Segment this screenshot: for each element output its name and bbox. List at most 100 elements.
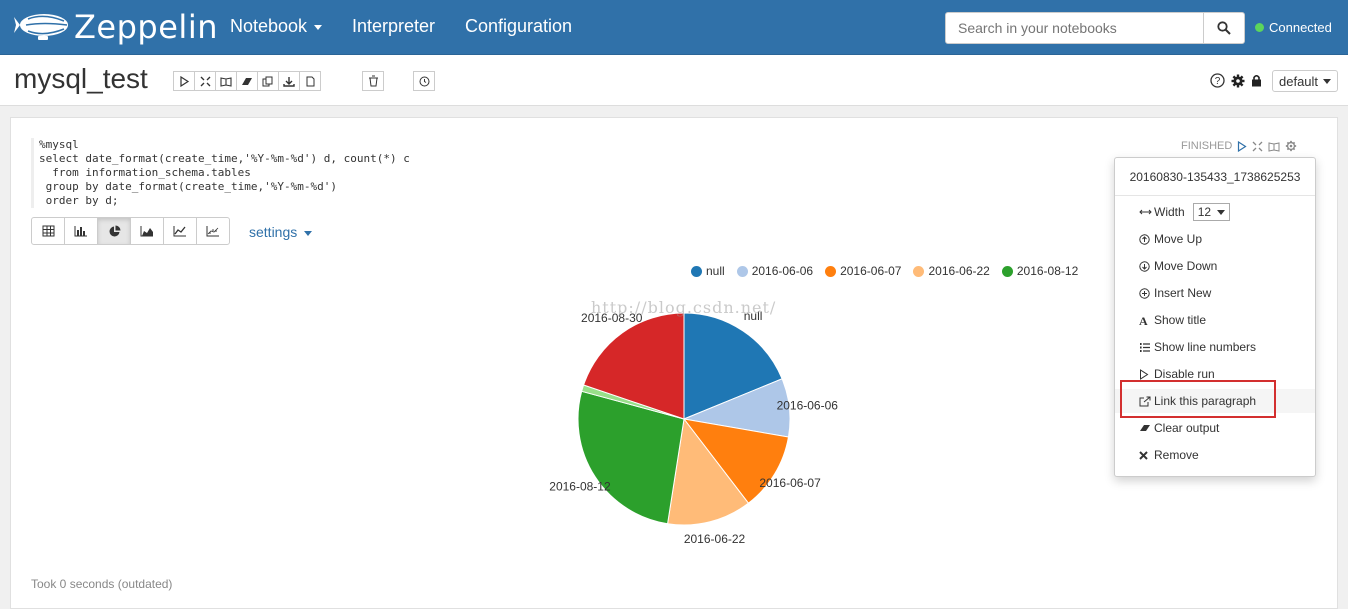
legend-item[interactable]: 2016-06-22 bbox=[913, 264, 990, 278]
legend-label: null bbox=[706, 264, 725, 278]
menu-item-insert-new[interactable]: Insert New bbox=[1115, 281, 1315, 305]
menu-item-move-down[interactable]: Move Down bbox=[1115, 254, 1315, 278]
legend-item[interactable]: 2016-06-06 bbox=[736, 264, 813, 278]
run-paragraph-play-icon[interactable] bbox=[1237, 140, 1247, 152]
menu-label[interactable]: Disable run bbox=[1154, 367, 1215, 381]
schedule-button[interactable] bbox=[413, 71, 435, 91]
show-hide-output-button[interactable] bbox=[215, 71, 237, 91]
clear-output-button[interactable] bbox=[236, 71, 258, 91]
svg-text:?: ? bbox=[1215, 76, 1221, 87]
legend-label: 2016-06-22 bbox=[928, 264, 990, 278]
version-control-button[interactable] bbox=[299, 71, 321, 91]
legend-label: 2016-06-07 bbox=[840, 264, 902, 278]
remove-notebook-button[interactable] bbox=[362, 71, 384, 91]
pie-slice[interactable] bbox=[577, 390, 685, 525]
eraser-icon bbox=[1139, 423, 1153, 433]
zeppelin-airship-icon bbox=[14, 14, 68, 40]
nav-configuration[interactable]: Configuration bbox=[465, 16, 573, 36]
table-view-button[interactable] bbox=[31, 217, 65, 245]
search-input[interactable] bbox=[946, 13, 1204, 43]
area-chart-button[interactable] bbox=[130, 217, 164, 245]
book-icon bbox=[220, 76, 232, 87]
chart-settings-toggle[interactable]: settings bbox=[249, 224, 313, 240]
scatter-chart-button[interactable] bbox=[196, 217, 230, 245]
pie-slice[interactable] bbox=[582, 312, 685, 420]
line-chart-button[interactable] bbox=[163, 217, 197, 245]
pie-slice[interactable] bbox=[667, 417, 750, 526]
list-numbered-icon bbox=[1139, 342, 1153, 353]
export-notebook-button[interactable] bbox=[278, 71, 300, 91]
collapse-editor-icon[interactable] bbox=[1252, 141, 1263, 152]
chevron-down-icon bbox=[1217, 209, 1226, 215]
schedule-group bbox=[413, 71, 435, 91]
code-editor[interactable]: %mysql select date_format(create_time,'%… bbox=[31, 138, 410, 208]
menu-item-move-up[interactable]: Move Up bbox=[1115, 227, 1315, 251]
width-value[interactable]: 12 bbox=[1197, 205, 1212, 219]
lock-icon[interactable] bbox=[1251, 74, 1262, 87]
pie-slice[interactable] bbox=[683, 312, 783, 420]
connection-status: Connected bbox=[1255, 20, 1332, 35]
nav-notebook-label[interactable]: Notebook bbox=[230, 16, 308, 36]
menu-label[interactable]: Move Up bbox=[1154, 232, 1203, 246]
nav-interpreter[interactable]: Interpreter bbox=[352, 16, 436, 36]
legend-item[interactable]: 2016-06-07 bbox=[825, 264, 901, 278]
interpreter-default-dropdown[interactable]: default bbox=[1272, 70, 1339, 92]
menu-label[interactable]: Clear output bbox=[1154, 421, 1220, 435]
pie-slice-label: 2016-06-06 bbox=[777, 399, 839, 413]
legend-dot-icon bbox=[825, 265, 837, 277]
menu-label[interactable]: Show title bbox=[1154, 313, 1207, 327]
menu-item-disable-run[interactable]: Disable run bbox=[1115, 362, 1315, 386]
legend-item[interactable]: 2016-08-12 bbox=[1001, 264, 1079, 278]
legend-item[interactable]: null bbox=[691, 264, 725, 278]
legend-label: 2016-08-12 bbox=[1016, 264, 1079, 278]
search-box bbox=[945, 12, 1245, 44]
toggle-output-book-icon[interactable] bbox=[1268, 141, 1280, 152]
bar-chart-button[interactable] bbox=[64, 217, 98, 245]
file-icon bbox=[306, 76, 314, 86]
nav-notebook-menu[interactable]: Notebook bbox=[230, 16, 323, 37]
menu-item-show-title[interactable]: A Show title bbox=[1115, 308, 1315, 332]
arrows-horizontal-icon bbox=[1139, 208, 1153, 216]
run-all-button[interactable] bbox=[173, 71, 195, 91]
paragraph-status: FINISHED bbox=[1181, 140, 1233, 152]
plus-circle-icon bbox=[1139, 287, 1153, 299]
menu-item-show-line-numbers[interactable]: Show line numbers bbox=[1115, 335, 1315, 359]
menu-label[interactable]: Move Down bbox=[1154, 259, 1218, 273]
play-icon bbox=[1139, 368, 1153, 380]
svg-text:A: A bbox=[1139, 315, 1148, 326]
brand-name[interactable]: Zeppelin bbox=[74, 8, 218, 46]
notebook-action-group bbox=[173, 71, 321, 91]
pie-slice-label: 2016-08-30 bbox=[581, 311, 643, 325]
header-right-icons: ? bbox=[1210, 73, 1268, 88]
settings-label[interactable]: settings bbox=[249, 224, 298, 240]
paragraph-status-bar: FINISHED bbox=[1181, 140, 1297, 152]
menu-item-link-paragraph[interactable]: Link this paragraph bbox=[1115, 389, 1315, 413]
pie-slice-label: 2016-06-07 bbox=[759, 476, 821, 490]
menu-label[interactable]: Insert New bbox=[1154, 286, 1212, 300]
visualization-toolbar bbox=[31, 217, 230, 245]
zeppelin-logo[interactable]: Zeppelin bbox=[14, 6, 218, 48]
pie-slice-label: 2016-06-22 bbox=[684, 532, 746, 546]
default-label[interactable]: default bbox=[1279, 73, 1319, 89]
menu-label[interactable]: Remove bbox=[1154, 448, 1199, 462]
width-select[interactable]: 12 bbox=[1192, 203, 1231, 221]
show-hide-code-button[interactable] bbox=[194, 71, 216, 91]
pie-chart-button[interactable] bbox=[97, 217, 131, 245]
arrow-down-circle-icon bbox=[1139, 260, 1153, 272]
menu-label[interactable]: Show line numbers bbox=[1154, 340, 1257, 354]
clone-notebook-button[interactable] bbox=[257, 71, 279, 91]
menu-item-clear-output[interactable]: Clear output bbox=[1115, 416, 1315, 440]
play-icon bbox=[179, 75, 189, 87]
pie-chart-icon bbox=[109, 225, 120, 236]
menu-label[interactable]: Link this paragraph bbox=[1154, 394, 1257, 408]
copy-icon bbox=[262, 76, 273, 86]
gear-icon[interactable] bbox=[1231, 74, 1245, 88]
menu-item-remove[interactable]: Remove bbox=[1115, 443, 1315, 467]
pie-slice[interactable] bbox=[682, 418, 790, 504]
help-icon[interactable]: ? bbox=[1210, 73, 1225, 88]
pie-slice-label: null bbox=[744, 309, 763, 323]
notebook-title[interactable]: mysql_test bbox=[14, 63, 148, 94]
legend-dot-icon bbox=[691, 265, 702, 277]
search-button[interactable] bbox=[1203, 13, 1244, 43]
paragraph-gear-icon[interactable] bbox=[1285, 140, 1297, 152]
